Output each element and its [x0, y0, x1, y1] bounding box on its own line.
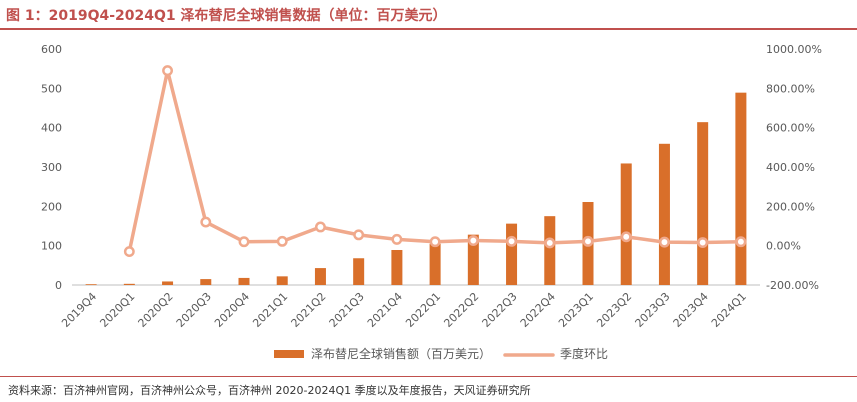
right-axis-tick-label: 1000.00% [766, 43, 822, 56]
line-point [276, 235, 288, 247]
line-point [314, 221, 326, 233]
x-tick-label: 2020Q4 [212, 290, 252, 330]
legend-label-bar: 泽布替尼全球销售额（百万美元） [311, 346, 491, 361]
right-axis-tick-label: 0.00% [766, 240, 801, 253]
left-axis-tick-label: 100 [41, 240, 62, 253]
source-note: 资料来源：百济神州官网，百济神州公众号，百济神州 2020-2024Q1 季度以… [8, 384, 531, 397]
bar [276, 276, 288, 285]
x-tick-label: 2022Q1 [403, 290, 443, 330]
x-tick-label: 2021Q1 [250, 290, 290, 330]
bar [544, 216, 556, 285]
x-tick-label: 2021Q3 [327, 290, 367, 330]
chart-title: 图 1：2019Q4-2024Q1 泽布替尼全球销售数据（单位：百万美元） [6, 8, 447, 24]
bar [658, 143, 670, 285]
x-tick-label: 2023Q1 [556, 290, 596, 330]
bar [200, 279, 212, 285]
x-tick-label: 2024Q1 [709, 290, 749, 330]
combo-chart: 0 100 200 300 400 500 600 -200.00% 0.00% 200.00% 4… [41, 43, 822, 361]
bar [238, 277, 250, 285]
line-point [697, 237, 709, 248]
line-point [123, 246, 135, 258]
series-line [127, 68, 743, 254]
line-point [353, 229, 365, 241]
right-axis-tick-label: 400.00% [766, 161, 815, 174]
bar [353, 258, 365, 285]
right-axis-tick-label: 600.00% [766, 122, 815, 135]
line-point [658, 236, 670, 248]
bar [314, 268, 326, 285]
source-divider [0, 376, 857, 377]
x-tick-label: 2021Q2 [289, 290, 329, 330]
x-tick-label: 2022Q2 [441, 290, 481, 330]
x-tick-label: 2021Q4 [365, 290, 405, 330]
bar [467, 234, 479, 285]
x-tick-label: 2020Q1 [97, 290, 137, 330]
title-bar: 图 1：2019Q4-2024Q1 泽布替尼全球销售数据（单位：百万美元） [0, 0, 857, 28]
line-point [735, 236, 747, 248]
line-point [620, 231, 632, 243]
legend-swatch-bar [274, 350, 304, 358]
line-point [391, 233, 403, 245]
line-point [544, 237, 556, 249]
right-axis-tick-label: 800.00% [766, 82, 815, 95]
x-tick-label: 2022Q4 [518, 290, 558, 330]
line-point [506, 235, 518, 247]
line-point [162, 65, 174, 77]
x-tick-label: 2022Q3 [480, 290, 520, 330]
x-tick-label: 2020Q3 [174, 290, 214, 330]
line-point [582, 235, 594, 247]
title-divider [0, 28, 857, 30]
left-axis-tick-label: 200 [41, 200, 62, 213]
left-axis-tick-label: 0 [55, 279, 62, 292]
bar [429, 243, 441, 285]
bar [85, 284, 97, 286]
bar [735, 92, 747, 285]
legend-label-line: 季度环比 [560, 346, 608, 361]
x-tick-label: 2023Q3 [633, 290, 673, 330]
left-axis-tick-label: 600 [41, 43, 62, 56]
bar [162, 281, 174, 285]
x-tick-label: 2023Q4 [671, 290, 711, 330]
x-tick-label: 2020Q2 [136, 290, 176, 330]
line-point [238, 236, 250, 248]
bar [123, 283, 135, 285]
line-point [467, 235, 479, 247]
right-axis-tick-label: -200.00% [766, 279, 819, 292]
right-axis-tick-label: 200.00% [766, 200, 815, 213]
line-point [200, 216, 212, 228]
bar [506, 223, 518, 285]
bar [697, 122, 709, 285]
line-point [429, 236, 441, 248]
x-tick-label: 2019Q4 [59, 290, 99, 330]
left-axis-tick-label: 300 [41, 161, 62, 174]
x-tick-label: 2023Q2 [594, 290, 634, 330]
bar [620, 163, 632, 285]
left-axis-tick-label: 400 [41, 122, 62, 135]
left-axis-tick-label: 500 [41, 82, 62, 95]
bar [391, 249, 403, 285]
